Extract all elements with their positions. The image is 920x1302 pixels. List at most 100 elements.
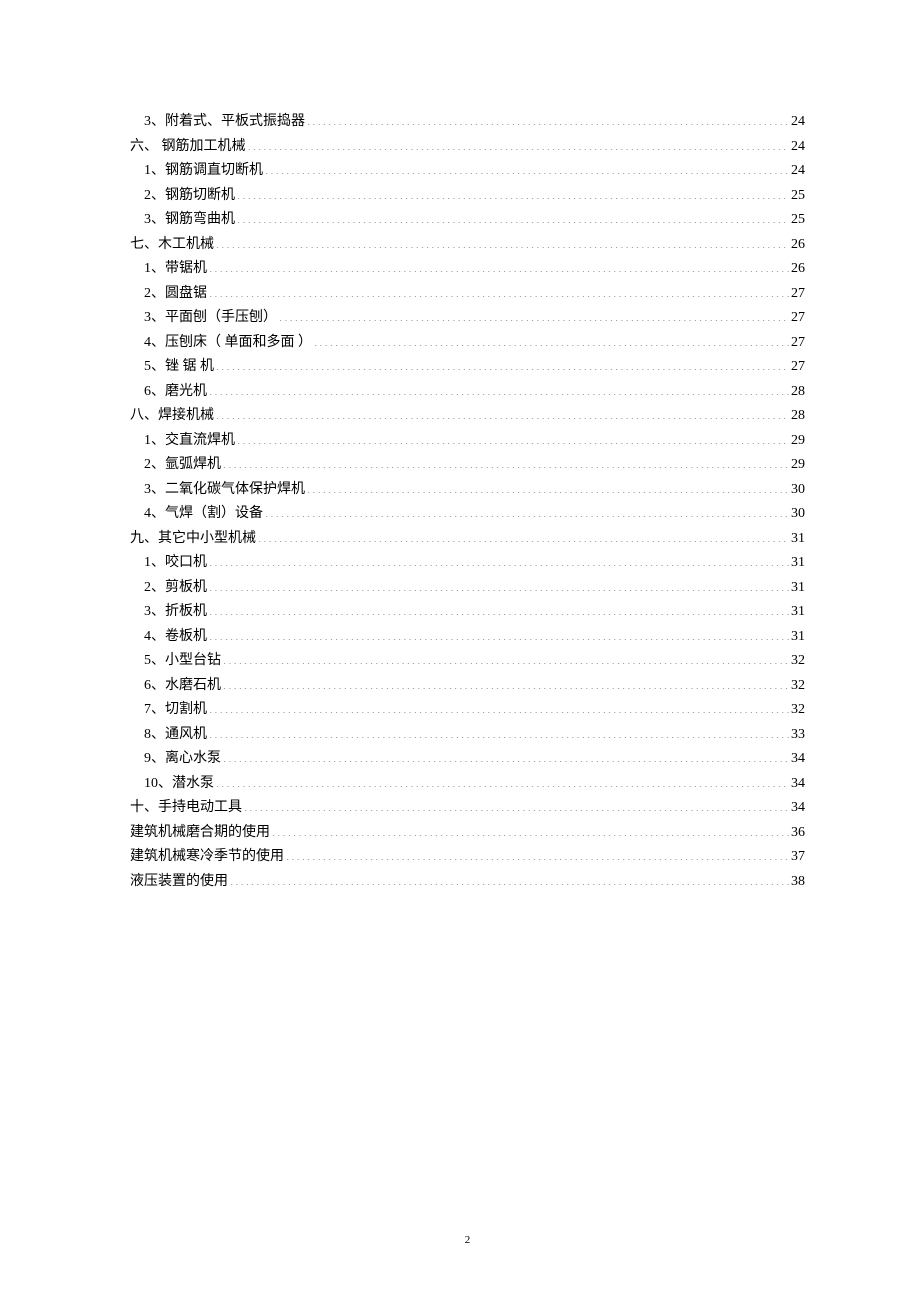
toc-entry-page: 31 [791, 576, 805, 601]
toc-leader-dots [265, 503, 789, 517]
toc-entry-page: 31 [791, 527, 805, 552]
toc-entry: 3、二氧化碳气体保护焊机30 [130, 478, 805, 503]
toc-entry-label: 八、焊接机械 [130, 404, 214, 429]
toc-leader-dots [216, 356, 789, 370]
toc-entry: 八、焊接机械 28 [130, 404, 805, 429]
toc-entry-page: 25 [791, 184, 805, 209]
toc-leader-dots [223, 675, 789, 689]
toc-entry-label: 七、木工机械 [130, 233, 214, 258]
toc-entry: 6、水磨石机 32 [130, 674, 805, 699]
toc-entry-page: 38 [791, 870, 805, 895]
toc-leader-dots [209, 552, 789, 566]
toc-entry-label: 1、带锯机 [144, 257, 207, 282]
toc-entry-page: 29 [791, 453, 805, 478]
toc-entry: 建筑机械寒冷季节的使用 37 [130, 845, 805, 870]
toc-leader-dots [209, 258, 789, 272]
toc-entry-label: 1、交直流焊机 [144, 429, 235, 454]
toc-leader-dots [230, 871, 789, 885]
toc-entry-page: 26 [791, 233, 805, 258]
toc-entry-page: 25 [791, 208, 805, 233]
toc-entry-page: 31 [791, 551, 805, 576]
toc-entry-label: 3、附着式、平板式振捣器 [144, 110, 305, 135]
toc-entry: 1、交直流焊机29 [130, 429, 805, 454]
toc-entry-page: 24 [791, 110, 805, 135]
toc-entry: 九、其它中小型机械 31 [130, 527, 805, 552]
toc-entry-label: 九、其它中小型机械 [130, 527, 256, 552]
toc-leader-dots [237, 209, 789, 223]
toc-entry-page: 31 [791, 600, 805, 625]
toc-entry-page: 27 [791, 355, 805, 380]
toc-entry-label: 建筑机械磨合期的使用 [130, 821, 270, 846]
toc-entry-page: 27 [791, 306, 805, 331]
toc-leader-dots [244, 797, 789, 811]
toc-leader-dots [216, 234, 789, 248]
toc-leader-dots [307, 111, 789, 125]
toc-leader-dots [237, 430, 789, 444]
toc-leader-dots [223, 748, 789, 762]
toc-entry: 3、折板机 31 [130, 600, 805, 625]
toc-leader-dots [209, 577, 789, 591]
toc-entry-page: 26 [791, 257, 805, 282]
toc-entry-page: 24 [791, 159, 805, 184]
toc-entry-label: 3、折板机 [144, 600, 207, 625]
toc-entry-label: 10、潜水泵 [144, 772, 214, 797]
toc-leader-dots [237, 185, 789, 199]
toc-entry-page: 27 [791, 331, 805, 356]
toc-entry-label: 1、咬口机 [144, 551, 207, 576]
toc-entry-label: 5、小型台钻 [144, 649, 221, 674]
toc-entry-label: 4、卷板机 [144, 625, 207, 650]
toc-entry-page: 32 [791, 674, 805, 699]
toc-entry-label: 5、锉 锯 机 [144, 355, 214, 380]
toc-entry-label: 4、气焊（割）设备 [144, 502, 263, 527]
toc-entry: 1、钢筋调直切断机24 [130, 159, 805, 184]
toc-entry: 9、离心水泵34 [130, 747, 805, 772]
toc-entry-label: 6、水磨石机 [144, 674, 221, 699]
toc-leader-dots [209, 381, 789, 395]
toc-entry: 8、通风机 33 [130, 723, 805, 748]
toc-entry-label: 6、磨光机 [144, 380, 207, 405]
toc-entry-page: 34 [791, 796, 805, 821]
page-footer: 2 [130, 1234, 805, 1246]
toc-entry: 10、潜水泵34 [130, 772, 805, 797]
toc-entry-page: 30 [791, 478, 805, 503]
toc-entry-page: 37 [791, 845, 805, 870]
toc-entry-label: 3、钢筋弯曲机 [144, 208, 235, 233]
toc-entry-label: 2、钢筋切断机 [144, 184, 235, 209]
page-number: 2 [465, 1234, 471, 1246]
toc-leader-dots [258, 528, 789, 542]
toc-entry: 7、切割机32 [130, 698, 805, 723]
toc-entry-page: 31 [791, 625, 805, 650]
toc-entry-page: 24 [791, 135, 805, 160]
toc-entry: 液压装置的使用 38 [130, 870, 805, 895]
toc-leader-dots [216, 405, 789, 419]
toc-entry-page: 30 [791, 502, 805, 527]
toc-entry-label: 4、压刨床（ 单面和多面 ） [144, 331, 312, 356]
toc-entry-label: 7、切割机 [144, 698, 207, 723]
toc-entry: 3、钢筋弯曲机 25 [130, 208, 805, 233]
toc-entry-page: 28 [791, 380, 805, 405]
toc-entry-label: 十、手持电动工具 [130, 796, 242, 821]
toc-entry: 6、磨光机 28 [130, 380, 805, 405]
toc-entry-page: 28 [791, 404, 805, 429]
toc-entry: 六、 钢筋加工机械 24 [130, 135, 805, 160]
toc-leader-dots [279, 307, 789, 321]
toc-leader-dots [209, 724, 789, 738]
toc-entry-label: 2、圆盘锯 [144, 282, 207, 307]
toc-entry: 3、平面刨（手压刨）27 [130, 306, 805, 331]
toc-leader-dots [216, 773, 789, 787]
toc-entry: 1、带锯机 26 [130, 257, 805, 282]
toc-leader-dots [209, 626, 789, 640]
toc-entry-label: 液压装置的使用 [130, 870, 228, 895]
toc-entry-label: 8、通风机 [144, 723, 207, 748]
toc-leader-dots [209, 601, 789, 615]
toc-leader-dots [265, 160, 789, 174]
toc-entry-page: 33 [791, 723, 805, 748]
toc-leader-dots [307, 479, 789, 493]
toc-entry: 2、钢筋切断机 25 [130, 184, 805, 209]
toc-leader-dots [223, 650, 789, 664]
toc-entry: 4、卷板机 31 [130, 625, 805, 650]
toc-leader-dots [314, 332, 789, 346]
toc-entry-label: 建筑机械寒冷季节的使用 [130, 845, 284, 870]
document-page: 3、附着式、平板式振捣器24六、 钢筋加工机械241、钢筋调直切断机242、钢筋… [0, 0, 920, 1286]
toc-entry-label: 六、 钢筋加工机械 [130, 135, 246, 160]
